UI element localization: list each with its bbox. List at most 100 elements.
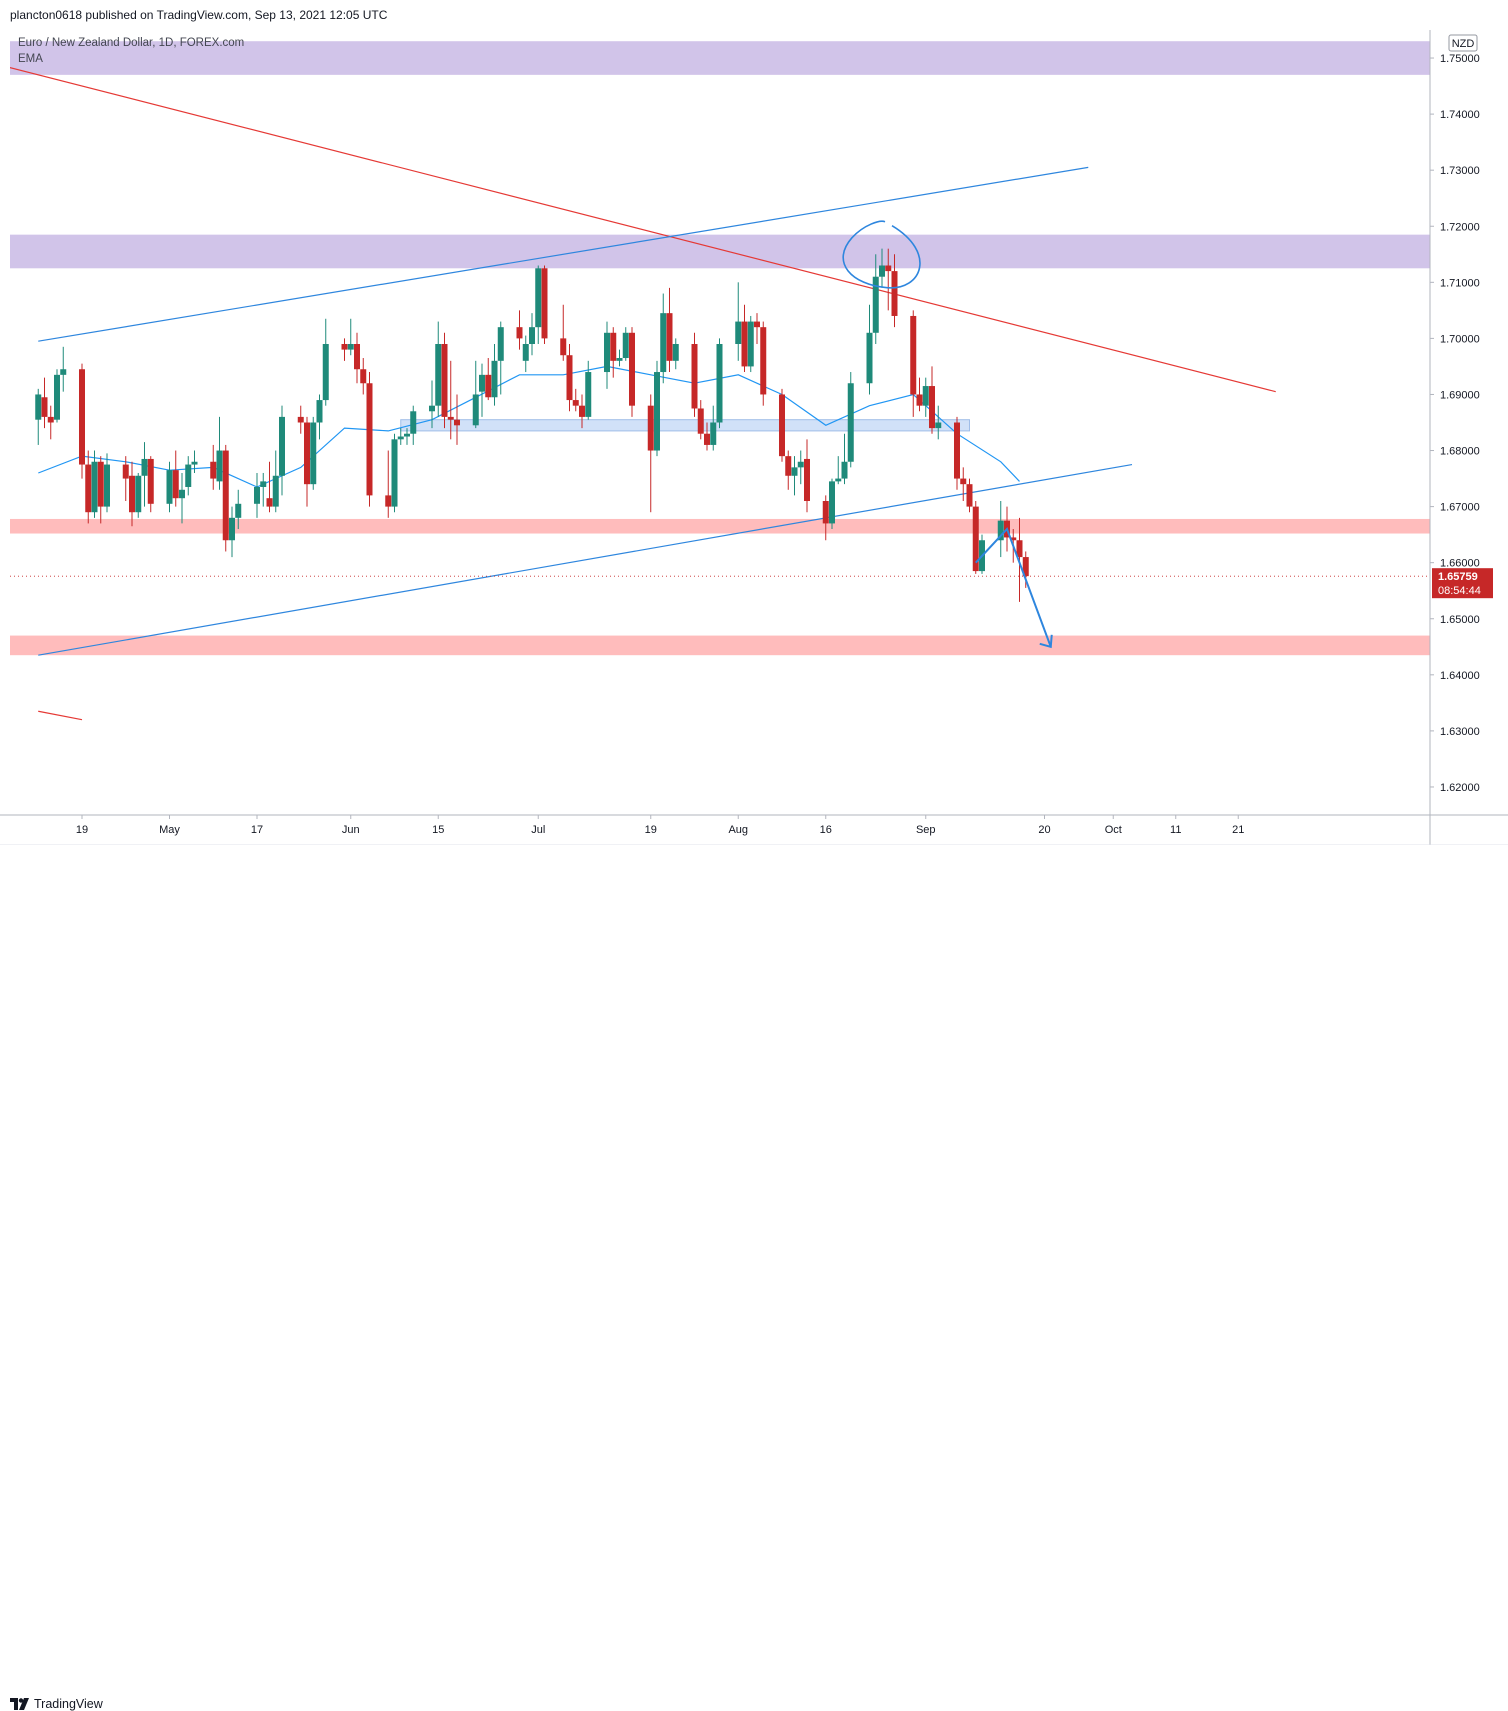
candle — [535, 265, 542, 344]
candle — [279, 405, 285, 496]
resistance-zone-0 — [10, 41, 1430, 75]
last-price-value: 1.65759 — [1438, 571, 1478, 583]
candle-body — [997, 520, 1004, 541]
symbol-title: Euro / New Zealand Dollar, 1D, FOREX.com — [18, 37, 245, 49]
candle-body — [747, 321, 754, 367]
indicator-label[interactable]: EMA — [18, 53, 43, 65]
footer-bar: TradingView — [0, 845, 1508, 1711]
candle-body — [572, 400, 579, 406]
candle-body — [885, 265, 892, 272]
candle — [166, 461, 173, 513]
candle-body — [360, 369, 367, 384]
annotation-layer — [842, 220, 1053, 649]
candle — [522, 335, 529, 373]
candle — [697, 400, 704, 440]
candle — [41, 377, 48, 429]
candle — [910, 310, 917, 417]
candle — [579, 394, 585, 429]
candle — [647, 394, 654, 513]
candle-body — [691, 344, 698, 409]
candle-body — [491, 360, 498, 398]
candle-body — [804, 458, 810, 501]
candle — [872, 254, 879, 344]
price-tick-label: 1.73000 — [1440, 165, 1480, 177]
candle-body — [272, 475, 279, 507]
axis-layer: 1.75000 1.74000 1.73000 1.72000 1.71000 1.700… — [0, 30, 1508, 846]
header-bar: plancton0618 published on TradingView.co… — [0, 0, 1508, 30]
price-tick-label: 1.66000 — [1440, 558, 1480, 570]
candle-body — [141, 458, 148, 476]
candle — [272, 450, 279, 513]
candle-body — [454, 419, 460, 426]
time-tick-label: 11 — [1170, 824, 1181, 836]
candle — [791, 456, 798, 496]
time-tick-label: 19 — [76, 824, 88, 836]
candle-body — [185, 464, 192, 487]
price-chart[interactable]: 1.75000 1.74000 1.73000 1.72000 1.71000 1.700… — [0, 0, 1508, 878]
candle — [254, 472, 260, 518]
candle — [891, 254, 898, 328]
price-tick-label: 1.63000 — [1440, 726, 1480, 738]
candle — [972, 501, 979, 574]
candle-body — [447, 416, 454, 420]
candle — [804, 439, 810, 513]
candle — [566, 344, 573, 412]
candle-body — [610, 332, 617, 361]
candle-body — [647, 405, 654, 451]
symbol-legend[interactable]: Euro / New Zealand Dollar, 1D, FOREX.com… — [18, 35, 244, 67]
candle — [622, 327, 629, 361]
candle-body — [404, 433, 410, 437]
candle-body — [341, 344, 348, 350]
candle — [835, 456, 842, 485]
candle — [79, 363, 85, 479]
candle — [47, 405, 54, 440]
candle — [97, 456, 104, 524]
candle — [266, 461, 273, 513]
time-tick-label: 15 — [432, 824, 444, 836]
candle-body — [972, 506, 979, 572]
tradingview-logo-icon — [10, 1698, 29, 1710]
candle-body — [529, 327, 535, 344]
candle — [704, 422, 710, 451]
candle-body — [735, 321, 742, 344]
candle — [147, 456, 154, 513]
candle — [604, 321, 610, 389]
candle-body — [916, 394, 923, 406]
candle-body — [566, 355, 573, 401]
candle — [404, 428, 410, 445]
support-zone-4 — [10, 635, 1430, 656]
currency-badge[interactable]: NZD — [1448, 34, 1478, 52]
price-tick-label: 1.70000 — [1440, 333, 1480, 345]
candle — [216, 416, 223, 490]
candle-body — [347, 344, 354, 350]
candle-body — [310, 422, 317, 485]
candle-body — [960, 478, 967, 485]
candle — [841, 433, 848, 485]
tradingview-logo[interactable]: TradingView — [10, 1697, 103, 1711]
candle-body — [279, 416, 285, 476]
price-tick-label: 1.72000 — [1440, 221, 1480, 233]
candle-body — [697, 408, 704, 434]
candle — [410, 405, 417, 445]
time-tick-label: May — [159, 824, 180, 836]
resistance-zone-1 — [10, 234, 1430, 269]
candle — [85, 450, 92, 524]
candle — [360, 358, 367, 395]
candle — [304, 416, 310, 507]
candle-body — [260, 481, 267, 487]
candle — [760, 321, 767, 406]
last-price-badge: 1.65759 08:54:44 — [1432, 568, 1493, 599]
candle — [660, 293, 667, 384]
candle-body — [891, 271, 898, 316]
mid-zone-2 — [400, 419, 970, 432]
candle — [472, 360, 479, 429]
candle-body — [929, 386, 935, 429]
candle — [222, 444, 229, 552]
candle — [229, 506, 235, 558]
candle-body — [304, 422, 310, 485]
candle — [135, 472, 142, 518]
time-tick-label: 16 — [820, 824, 832, 836]
candle-body — [122, 464, 129, 479]
candle-body — [191, 461, 198, 465]
candle-body — [216, 450, 223, 482]
